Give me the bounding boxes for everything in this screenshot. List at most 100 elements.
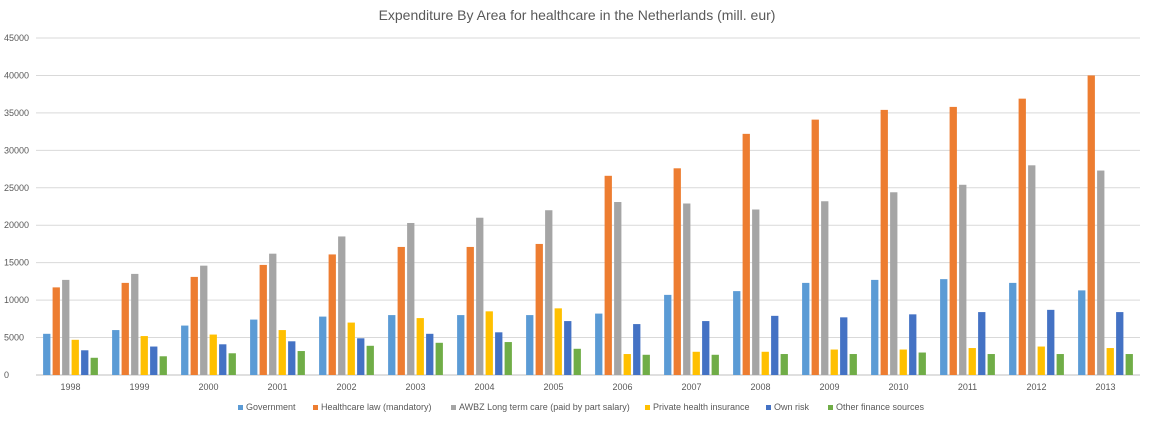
bar xyxy=(742,133,750,375)
bar xyxy=(821,201,829,375)
bar xyxy=(338,236,346,375)
gridlines xyxy=(36,37,1140,339)
bar xyxy=(642,354,650,375)
bar xyxy=(604,175,612,375)
y-tick-label: 40000 xyxy=(4,70,29,80)
bar xyxy=(880,109,888,375)
bar xyxy=(426,333,434,375)
bar xyxy=(890,192,898,375)
bar xyxy=(940,279,948,375)
x-tick-label: 2012 xyxy=(1026,382,1046,392)
bar xyxy=(1087,75,1095,375)
legend-item: Private health insurance xyxy=(645,402,750,412)
bar xyxy=(595,313,603,375)
x-tick-label: 2006 xyxy=(612,382,632,392)
x-tick-label: 2001 xyxy=(267,382,287,392)
legend-swatch xyxy=(766,405,771,410)
bar xyxy=(573,348,581,375)
bar xyxy=(673,168,681,375)
bar xyxy=(150,346,158,375)
bar xyxy=(1047,309,1055,375)
bar xyxy=(840,317,848,375)
bar xyxy=(1097,170,1105,375)
bar xyxy=(435,342,443,375)
x-tick-label: 2004 xyxy=(474,382,494,392)
y-tick-label: 30000 xyxy=(4,145,29,155)
legend-swatch xyxy=(451,405,456,410)
bar xyxy=(181,325,189,375)
bar xyxy=(357,338,365,375)
bar xyxy=(683,203,691,375)
x-tick-label: 2000 xyxy=(198,382,218,392)
legend-item: Own risk xyxy=(766,402,810,412)
bar xyxy=(909,314,917,375)
legend-label: Other finance sources xyxy=(836,402,925,412)
bar xyxy=(62,279,70,375)
bar xyxy=(871,279,879,375)
bar xyxy=(811,119,819,375)
bar xyxy=(121,282,129,375)
x-tick-label: 2007 xyxy=(681,382,701,392)
bar xyxy=(780,354,788,375)
bar xyxy=(554,308,562,375)
bar xyxy=(733,291,741,375)
y-tick-label: 45000 xyxy=(4,33,29,43)
y-tick-label: 0 xyxy=(4,370,9,380)
bar xyxy=(761,351,769,375)
legend-label: Own risk xyxy=(774,402,810,412)
bar xyxy=(457,315,465,375)
bar xyxy=(987,354,995,375)
y-axis-ticks: 0 5000 10000 15000 20000 25000 30000 35000 40000… xyxy=(4,33,1140,380)
y-tick-label: 10000 xyxy=(4,295,29,305)
bar xyxy=(140,336,148,375)
bar xyxy=(476,217,484,375)
bars xyxy=(43,75,1133,376)
bar xyxy=(1028,165,1036,375)
bar xyxy=(918,352,926,375)
bar xyxy=(159,356,167,375)
bar xyxy=(43,333,51,375)
bar xyxy=(849,354,857,375)
bar xyxy=(131,273,139,375)
x-tick-label: 2005 xyxy=(543,382,563,392)
bar xyxy=(259,264,267,375)
bar xyxy=(297,351,305,375)
bar xyxy=(209,334,217,375)
x-tick-label: 2009 xyxy=(819,382,839,392)
x-tick-label: 2002 xyxy=(336,382,356,392)
y-tick-label: 20000 xyxy=(4,220,29,230)
y-tick-label: 15000 xyxy=(4,258,29,268)
bar xyxy=(219,344,227,375)
legend-item: AWBZ Long term care (paid by part salary… xyxy=(451,402,630,412)
bar xyxy=(319,316,327,375)
bar xyxy=(485,311,493,375)
bar xyxy=(623,354,631,375)
bar xyxy=(526,315,534,375)
y-tick-label: 25000 xyxy=(4,183,29,193)
bar xyxy=(1009,282,1017,375)
bar xyxy=(90,357,98,375)
bar xyxy=(269,253,277,375)
bar xyxy=(416,318,424,375)
bar xyxy=(278,330,286,375)
bar xyxy=(288,341,296,375)
bar xyxy=(250,319,258,375)
x-tick-label: 2010 xyxy=(888,382,908,392)
bar xyxy=(968,348,976,375)
bar xyxy=(535,243,543,375)
legend-swatch xyxy=(828,405,833,410)
bar xyxy=(692,351,700,375)
bar xyxy=(504,342,512,375)
x-tick-label: 2011 xyxy=(958,382,977,392)
bar xyxy=(1106,348,1114,375)
chart-title: Expenditure By Area for healthcare in th… xyxy=(379,7,776,23)
bar xyxy=(397,246,405,375)
legend-item: Other finance sources xyxy=(828,402,925,412)
bar xyxy=(564,321,572,375)
x-tick-label: 2013 xyxy=(1095,382,1115,392)
legend: Government Healthcare law (mandatory) AWBZ… xyxy=(238,402,925,412)
bar xyxy=(1078,290,1086,375)
bar xyxy=(802,282,810,375)
x-tick-label: 2008 xyxy=(750,382,770,392)
